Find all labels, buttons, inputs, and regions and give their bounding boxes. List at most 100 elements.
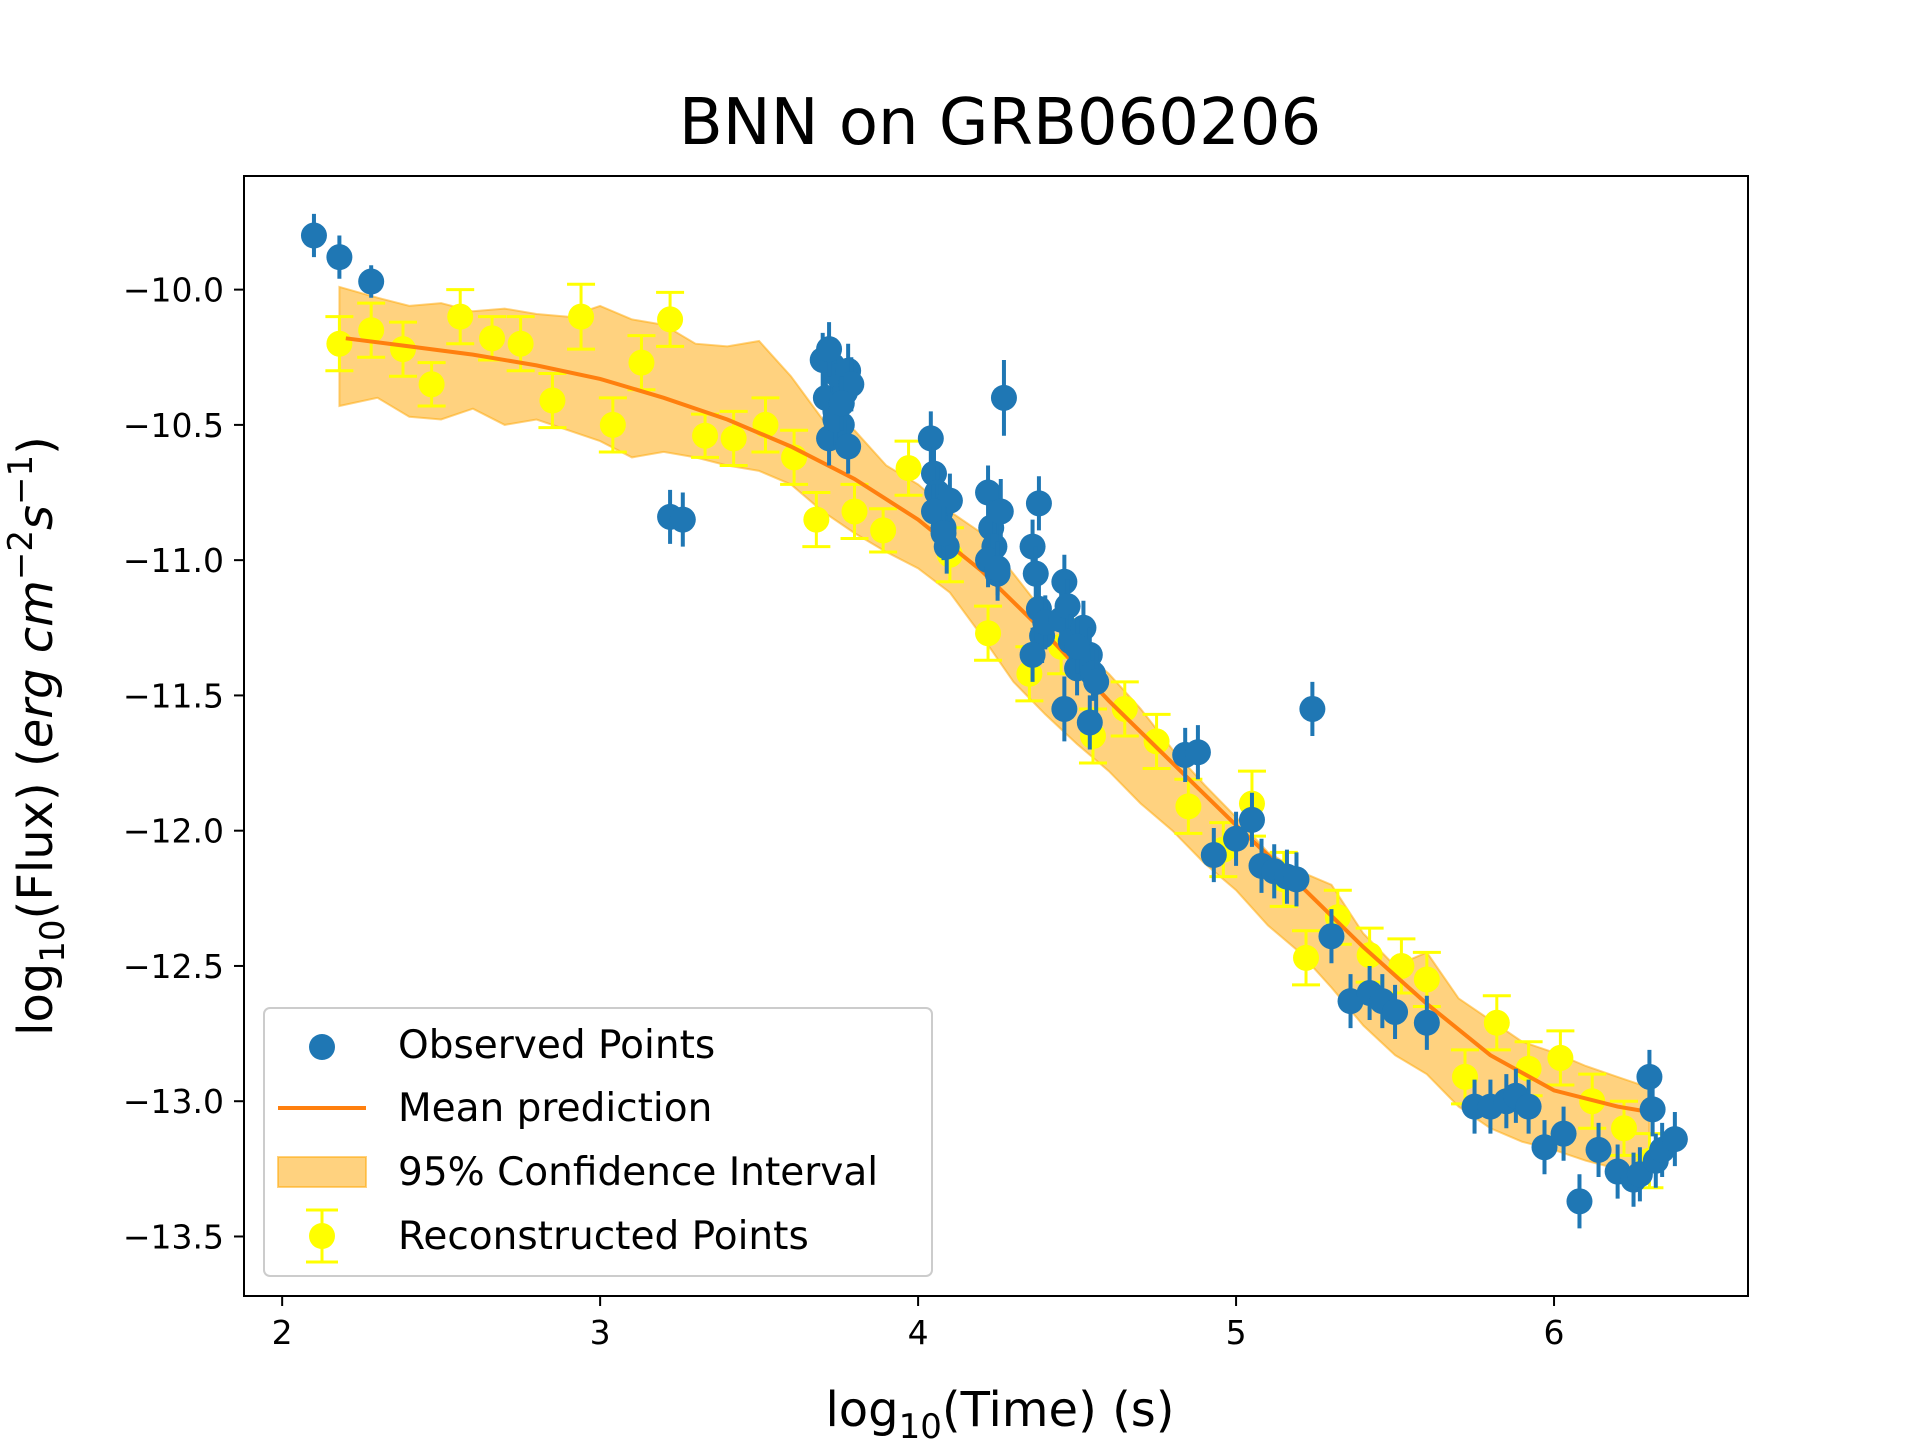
x-tick-label: 2	[272, 1313, 293, 1352]
observed-point	[326, 244, 353, 271]
y-axis-label-sub: 10	[33, 919, 73, 962]
observed-point	[1413, 1009, 1440, 1036]
reconstructed-point	[720, 425, 747, 452]
observed-point	[828, 390, 855, 417]
observed-point	[1566, 1188, 1593, 1215]
observed-point	[358, 268, 385, 295]
y-tick-label: −11.5	[123, 676, 224, 715]
observed-point	[1238, 806, 1265, 833]
observed-point	[984, 555, 1011, 582]
observed-point	[1054, 593, 1081, 620]
y-tick-label: −12.0	[123, 812, 224, 851]
x-tick-label: 6	[1544, 1313, 1565, 1352]
reconstructed-point	[841, 498, 868, 525]
reconstructed-point	[447, 303, 474, 330]
reconstructed-point	[803, 506, 830, 533]
reconstructed-point	[1143, 728, 1170, 755]
observed-point	[1283, 866, 1310, 893]
observed-point	[990, 384, 1017, 411]
reconstructed-point	[1175, 793, 1202, 820]
legend-frame	[263, 1007, 933, 1277]
observed-point	[1076, 709, 1103, 736]
reconstructed-point	[358, 317, 385, 344]
observed-point	[1515, 1093, 1542, 1120]
observed-point	[1019, 533, 1046, 560]
legend-label: Observed Points	[398, 1023, 715, 1068]
observed-point	[917, 425, 944, 452]
observed-point	[1299, 695, 1326, 722]
axes: 2 3 4 5 6 −10.0 −10.5 −11.0 −11.5 −12.0 −12.5 −13.0…	[123, 175, 1749, 1352]
observed-point	[1184, 739, 1211, 766]
y-tick-label: −13.0	[123, 1082, 224, 1121]
observed-point	[835, 433, 862, 460]
legend-label: 95% Confidence Interval	[398, 1150, 878, 1195]
reconstructed-point	[1515, 1055, 1542, 1082]
reconstructed-point	[326, 330, 353, 357]
reconstructed-point	[628, 349, 655, 376]
observed-point	[1531, 1134, 1558, 1161]
plot-content	[300, 213, 1688, 1229]
observed-point	[1022, 560, 1049, 587]
reconstructed-point	[539, 387, 566, 414]
x-tick-label: 5	[1226, 1313, 1247, 1352]
reconstructed-point	[479, 325, 506, 352]
observed-point	[975, 479, 1002, 506]
observed-point	[930, 520, 957, 547]
observed-point	[1083, 668, 1110, 695]
observed-point	[1223, 825, 1250, 852]
observed-point	[1550, 1120, 1577, 1147]
legend-label: Reconstructed Points	[398, 1214, 809, 1259]
x-axis-label: log10(Time) (s)	[825, 1382, 1174, 1440]
reconstructed-point	[1452, 1063, 1479, 1090]
legend-band-swatch	[277, 1156, 367, 1188]
reconstructed-point	[418, 371, 445, 398]
y-axis-label-log: log	[8, 963, 64, 1036]
reconstructed-point	[1111, 695, 1138, 722]
observed-point	[1585, 1136, 1612, 1163]
legend: Observed Points Mean prediction 95% Confid…	[263, 1007, 933, 1277]
y-tick-label: −11.0	[123, 541, 224, 580]
reconstructed-point	[568, 303, 595, 330]
observed-point	[1636, 1063, 1663, 1090]
y-tick-label: −10.5	[123, 406, 224, 445]
mean-prediction-line	[345, 336, 1650, 1114]
reconstructed-point	[895, 455, 922, 482]
y-tick-label: −13.5	[123, 1217, 224, 1256]
reconstructed-point	[1547, 1044, 1574, 1071]
observed-point	[1200, 842, 1227, 869]
y-tick-label: −12.5	[123, 947, 224, 986]
reconstructed-point	[1413, 966, 1440, 993]
plot-area	[300, 213, 1688, 1229]
x-tick-label: 3	[590, 1313, 611, 1352]
reconstructed-point	[1293, 944, 1320, 971]
reconstructed-point	[1388, 952, 1415, 979]
observed-point	[1064, 633, 1091, 660]
y-axis-label: log10(Flux) (erg cm−2s−1)	[1, 436, 73, 1036]
observed-point	[1025, 490, 1052, 517]
observed-point	[920, 498, 947, 525]
reconstructed-point	[1483, 1009, 1510, 1036]
observed-point	[816, 336, 843, 363]
observed-point	[1051, 695, 1078, 722]
observed-point	[987, 498, 1014, 525]
observed-point	[300, 222, 327, 249]
observed-point	[1661, 1126, 1688, 1153]
axes-frame	[243, 175, 1749, 1297]
y-tick-label: −10.0	[123, 271, 224, 310]
observed-point	[1019, 641, 1046, 668]
x-tick-label: 4	[908, 1313, 929, 1352]
observed-point	[1051, 568, 1078, 595]
chart-title: BNN on GRB060206	[679, 86, 1321, 160]
reconstructed-point	[507, 330, 534, 357]
observed-point	[1318, 923, 1345, 950]
reconstructed-point	[870, 517, 897, 544]
legend-label: Mean prediction	[398, 1086, 712, 1131]
observed-point	[1639, 1096, 1666, 1123]
reconstructed-point	[975, 620, 1002, 647]
observed-point	[669, 506, 696, 533]
legend-reconstructed-marker	[309, 1223, 335, 1249]
reconstructed-point	[1610, 1115, 1637, 1142]
legend-observed-marker	[309, 1034, 335, 1060]
reconstructed-point	[389, 336, 416, 363]
